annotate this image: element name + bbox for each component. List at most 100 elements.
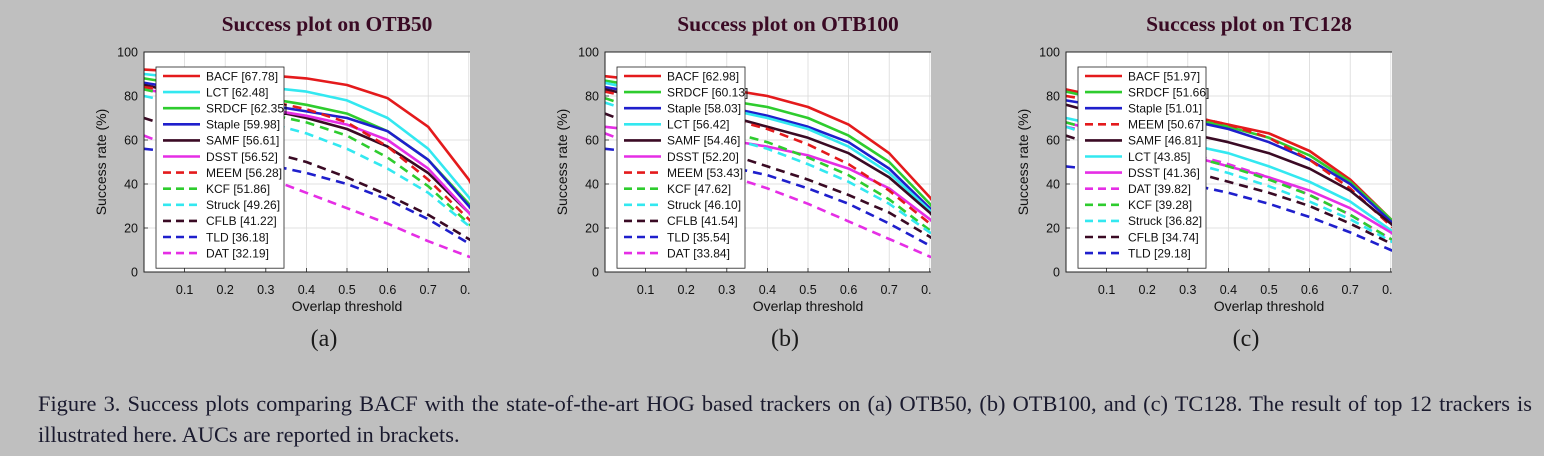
x-tick-label: 0.6: [1301, 283, 1318, 297]
legend-entry: DSST [52.20]: [667, 150, 739, 164]
y-tick-label: 0: [592, 266, 599, 280]
y-tick-label: 20: [585, 222, 599, 236]
x-tick-label: 0.3: [1179, 283, 1196, 297]
legend-entry: SRDCF [62.35]: [206, 102, 287, 116]
legend-entry: DAT [39.82]: [1128, 182, 1191, 196]
y-tick-label: 100: [1039, 46, 1060, 60]
legend-entry: DSST [56.52]: [206, 150, 278, 164]
legend-entry: SAMF [56.61]: [206, 134, 279, 148]
chart-svg: Success plot on OTB50 0.1 0.2 0.3 0.4 0.5 0.6 0…: [93, 12, 470, 314]
series-line-9: [604, 112, 931, 240]
legend-entry: SRDCF [60.13]: [667, 85, 748, 99]
legend-entry: LCT [56.42]: [667, 118, 729, 132]
y-tick-label: 60: [1046, 134, 1060, 148]
legend-entry: MEEM [56.28]: [206, 166, 282, 180]
x-tick-label: 0.2: [1139, 283, 1156, 297]
legend-entry: TLD [36.18]: [206, 230, 269, 244]
series-line-8: [604, 101, 931, 235]
chart-panel-otb100: Success plot on OTB100 0.1 0.2 0.3 0.4 0.5 0.6…: [461, 0, 931, 370]
legend-entry: Staple [51.01]: [1128, 102, 1202, 116]
legend-entry: DAT [32.19]: [206, 246, 269, 260]
series-line-11: [604, 132, 931, 259]
y-tick-label: 80: [585, 90, 599, 104]
series-line-11: [143, 134, 470, 259]
series-line-9: [143, 116, 470, 242]
subfigure-label: (c): [1232, 326, 1260, 352]
legend-entry: Staple [58.03]: [667, 102, 741, 116]
legend-box: [1077, 66, 1207, 269]
legend-box: [616, 66, 746, 269]
x-axis-label: Overlap threshold: [1214, 298, 1325, 314]
x-tick-label: 0.1: [1098, 283, 1115, 297]
figure-caption: Figure 3. Success plots comparing BACF w…: [38, 391, 1532, 447]
x-tick-label: 0.8: [1382, 283, 1392, 297]
series-line-8: [1065, 121, 1392, 242]
x-tick-label: 0.4: [1220, 283, 1237, 297]
series-line-9: [1065, 125, 1392, 244]
chart-svg: Success plot on TC128 0.1 0.2 0.3 0.4 0.5 0.6 0…: [1015, 12, 1392, 314]
y-axis-label: Success rate (%): [554, 109, 570, 216]
legend-entry: TLD [35.54]: [667, 230, 730, 244]
legend-entry: CFLB [41.22]: [206, 214, 277, 228]
chart-panel-otb50: Success plot on OTB50 0.1 0.2 0.3 0.4 0.5 0.6 0…: [0, 0, 470, 370]
y-tick-label: 60: [585, 134, 599, 148]
legend-entry: Struck [46.10]: [667, 198, 741, 212]
legend-entry: LCT [43.85]: [1128, 150, 1190, 164]
legend-entry: Staple [59.98]: [206, 118, 280, 132]
y-tick-label: 20: [1046, 222, 1060, 236]
legend-entry: CFLB [34.74]: [1128, 230, 1199, 244]
subfigure-label: (a): [310, 326, 338, 352]
y-axis-label: Success rate (%): [1015, 109, 1031, 216]
x-tick-label: 0.3: [257, 283, 274, 297]
series-line-8: [143, 94, 470, 229]
y-tick-label: 40: [124, 178, 138, 192]
x-axis-label: Overlap threshold: [753, 298, 864, 314]
x-tick-label: 0.2: [217, 283, 234, 297]
legend-entry: KCF [47.62]: [667, 182, 731, 196]
legend-entry: SRDCF [51.66]: [1128, 85, 1209, 99]
legend-box: [155, 66, 285, 269]
y-tick-label: 20: [124, 222, 138, 236]
legend-entry: MEEM [53.43]: [667, 166, 743, 180]
series-line-6: [604, 90, 931, 227]
x-tick-label: 0.6: [840, 283, 857, 297]
y-axis-label: Success rate (%): [93, 109, 109, 216]
legend-entry: TLD [29.18]: [1128, 246, 1191, 260]
y-tick-label: 40: [1046, 178, 1060, 192]
x-tick-label: 0.5: [1260, 283, 1277, 297]
y-tick-label: 0: [131, 266, 138, 280]
x-tick-label: 0.4: [759, 283, 776, 297]
chart-title: Success plot on OTB50: [222, 12, 433, 36]
y-tick-label: 100: [578, 46, 599, 60]
legend-entry: DSST [41.36]: [1128, 166, 1200, 180]
chart-panel-tc128: Success plot on TC128 0.1 0.2 0.3 0.4 0.5 0.6 0…: [922, 0, 1392, 370]
chart-title: Success plot on TC128: [1146, 12, 1352, 36]
axes-box: [604, 51, 931, 273]
x-tick-label: 0.5: [799, 283, 816, 297]
legend-entry: BACF [67.78]: [206, 69, 278, 83]
y-tick-label: 80: [1046, 90, 1060, 104]
legend-entry: SAMF [46.81]: [1128, 134, 1201, 148]
axes-box: [143, 51, 470, 273]
y-tick-label: 80: [124, 90, 138, 104]
legend-entry: Struck [36.82]: [1128, 214, 1202, 228]
x-tick-label: 0.2: [678, 283, 695, 297]
axes-box: [1065, 51, 1392, 273]
x-tick-label: 0.7: [420, 283, 437, 297]
x-tick-label: 0.7: [1342, 283, 1359, 297]
legend-entry: BACF [51.97]: [1128, 69, 1200, 83]
y-tick-label: 60: [124, 134, 138, 148]
x-tick-label: 0.4: [298, 283, 315, 297]
series-line-10: [1065, 134, 1392, 246]
x-tick-label: 0.8: [460, 283, 470, 297]
legend-entry: CFLB [41.54]: [667, 214, 738, 228]
series-line-7: [604, 96, 931, 233]
x-tick-label: 0.1: [637, 283, 654, 297]
legend-entry: BACF [62.98]: [667, 69, 739, 83]
y-tick-label: 100: [117, 46, 138, 60]
chart-svg: Success plot on OTB100 0.1 0.2 0.3 0.4 0.5 0.6…: [554, 12, 931, 314]
x-tick-label: 0.5: [338, 283, 355, 297]
x-tick-label: 0.6: [379, 283, 396, 297]
legend-entry: Struck [49.26]: [206, 198, 280, 212]
legend-entry: SAMF [54.46]: [667, 134, 740, 148]
